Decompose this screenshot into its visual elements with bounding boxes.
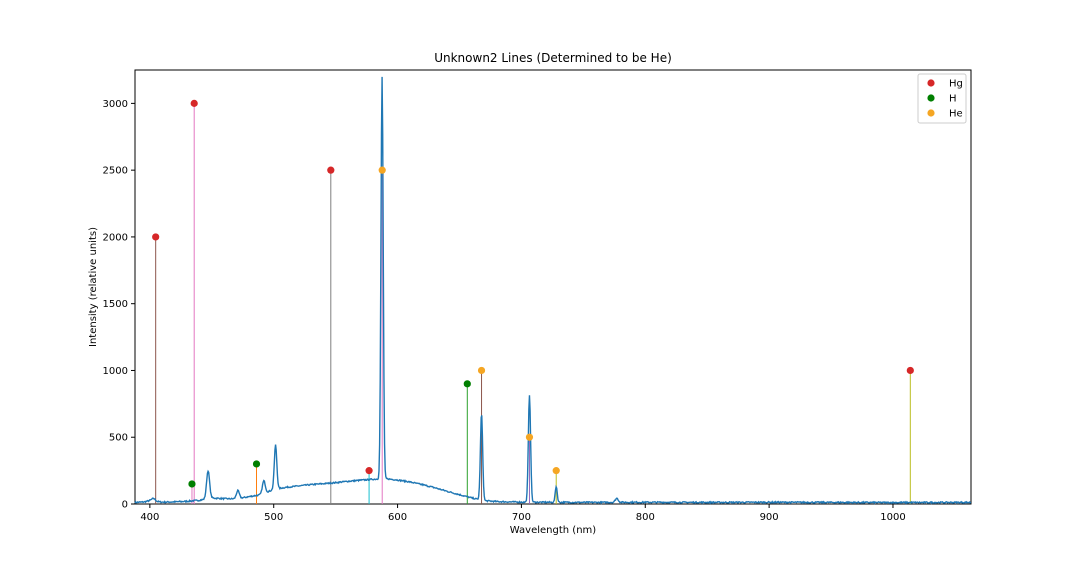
legend-marker-he — [927, 109, 935, 117]
y-tick-label: 1500 — [103, 299, 128, 310]
marker-he — [477, 366, 486, 375]
x-axis-label: Wavelength (nm) — [510, 525, 596, 536]
marker-hg — [190, 99, 198, 107]
marker-hg — [152, 233, 160, 241]
reference-line-stems — [155, 103, 911, 504]
chart-title: Unknown2 Lines (Determined to be He) — [434, 51, 672, 65]
legend-label-h: H — [949, 94, 957, 105]
marker-hg — [906, 366, 914, 375]
spectrum-series-line — [134, 76, 972, 505]
y-tick-label: 2000 — [103, 232, 128, 243]
reference-line-markers — [152, 99, 914, 488]
marker-h — [188, 480, 196, 488]
x-axis: 400 500 600 700 800 900 1000 — [140, 504, 906, 523]
marker-h — [252, 460, 261, 468]
marker-he — [378, 166, 386, 174]
legend-label-hg: Hg — [949, 79, 963, 90]
y-tick-label: 0 — [122, 500, 128, 511]
marker-hg — [327, 166, 335, 174]
y-tick-label: 1000 — [103, 366, 128, 377]
x-tick-label: 900 — [760, 512, 779, 523]
y-axis: 0 500 1000 1500 2000 2500 3000 — [103, 99, 135, 511]
x-tick-label: 1000 — [880, 512, 905, 523]
y-axis-label: Intensity (relative units) — [88, 227, 99, 347]
legend: Hg H He — [917, 73, 967, 124]
x-tick-label: 800 — [636, 512, 655, 523]
x-tick-label: 700 — [512, 512, 531, 523]
legend-label-he: He — [949, 109, 963, 120]
x-tick-label: 500 — [264, 512, 283, 523]
x-tick-label: 400 — [140, 512, 159, 523]
legend-marker-h — [927, 94, 935, 102]
x-tick-label: 600 — [388, 512, 407, 523]
marker-he — [525, 433, 534, 441]
plot-frame — [134, 69, 972, 505]
legend-marker-hg — [927, 79, 935, 87]
marker-h — [463, 380, 471, 388]
y-tick-label: 500 — [109, 433, 128, 444]
y-tick-label: 3000 — [103, 99, 128, 110]
y-tick-label: 2500 — [103, 166, 128, 177]
marker-he — [552, 467, 560, 475]
marker-hg — [365, 467, 373, 475]
